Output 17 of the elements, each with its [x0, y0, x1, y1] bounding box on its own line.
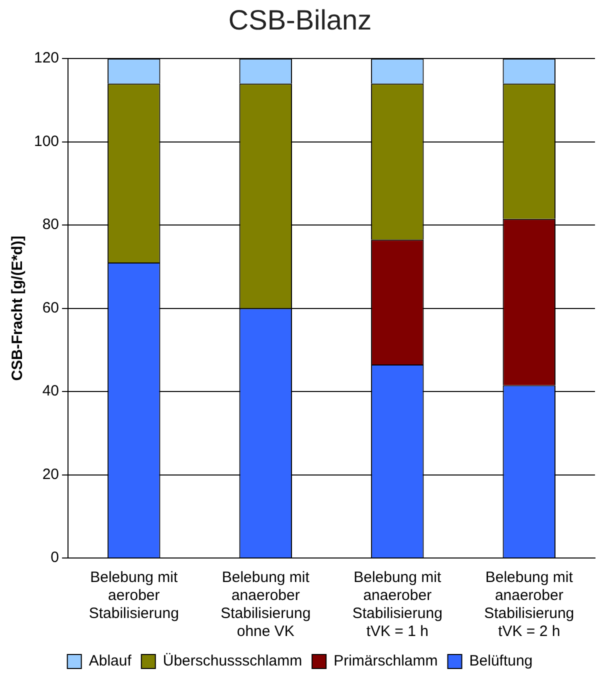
x-tick-label: Belebung mit anaerober Stabilisierung ohne VK: [220, 569, 311, 640]
y-axis-title: CSB-Fracht [g/(E*d)]: [9, 236, 26, 381]
legend-label: Überschussschlamm: [162, 652, 302, 670]
y-tick-label: 40: [42, 382, 60, 400]
y-tick-label: 60: [42, 299, 60, 316]
x-tick-label: Belebung mit anaerober Stabilisierung tVK = 1 h: [352, 569, 442, 640]
y-tick-label: 0: [50, 549, 60, 566]
chart-title: CSB-Bilanz: [228, 4, 372, 36]
legend-label: Ablauf: [88, 652, 132, 670]
y-tick-label: 120: [34, 50, 60, 67]
legend-label: Belüftung: [469, 652, 533, 670]
x-tick-label: Belebung mit aerober Stabilisierung: [88, 569, 179, 622]
legend-label: Primärschlamm: [334, 652, 438, 670]
y-tick-label: 20: [42, 466, 60, 483]
y-tick-label: 100: [34, 132, 60, 150]
y-tick-label: 80: [42, 216, 60, 234]
x-tick-label: Belebung mit anaerober Stabilisierung tVK = 2 h: [484, 569, 574, 640]
